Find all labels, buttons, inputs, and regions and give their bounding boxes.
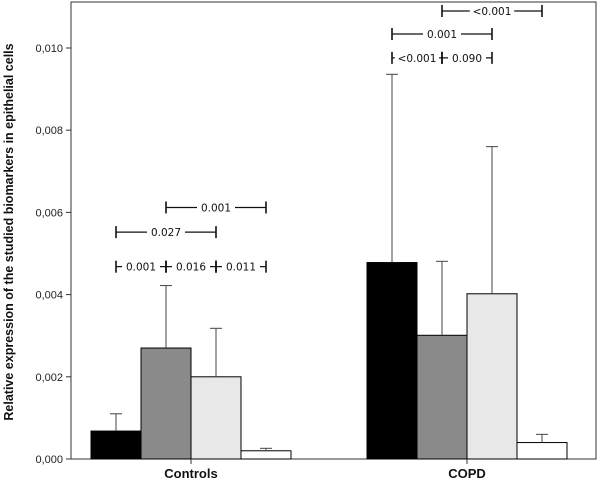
p-value-background <box>423 27 461 42</box>
p-value-label: <0.001 <box>398 53 437 65</box>
p-value-background <box>172 259 210 274</box>
y-tick-label: 0,010 <box>35 43 63 55</box>
y-axis: 0,000 0,002 0,004 0,006 0,008 0,010 <box>35 43 71 466</box>
significance-brackets: 0.001 0.016 0.011 0.027 0.001 <0.001 0.090 0.00… <box>115 4 543 274</box>
y-axis-title: Relative expression of the studied bioma… <box>2 43 16 420</box>
p-value-label: 0.016 <box>176 262 206 274</box>
p-value-label: 0.001 <box>427 29 457 41</box>
significance-bracket: 0.090 <box>441 50 493 65</box>
significance-bracket: 0.016 <box>165 259 217 274</box>
y-tick-label: 0,008 <box>35 125 63 137</box>
bar <box>140 347 192 460</box>
bar <box>190 376 242 460</box>
p-value-background <box>394 50 440 65</box>
significance-bracket: <0.001 <box>441 4 543 19</box>
significance-bracket: 0.001 <box>165 200 267 215</box>
bar <box>516 442 568 460</box>
bar <box>90 430 142 460</box>
x-category-label: Controls <box>164 466 217 481</box>
p-value-label: 0.001 <box>126 262 156 274</box>
p-value-background <box>448 50 486 65</box>
significance-bracket: 0.001 <box>115 259 167 274</box>
y-tick-label: 0,002 <box>35 372 63 384</box>
bar <box>416 334 468 460</box>
p-value-label: <0.001 <box>473 6 512 18</box>
p-value-label: 0.011 <box>226 262 256 274</box>
bar <box>466 293 518 460</box>
p-value-background <box>469 4 515 19</box>
y-tick-label: 0,006 <box>35 207 63 219</box>
p-value-label: 0.001 <box>201 202 231 214</box>
y-tick-label: 0,000 <box>35 454 63 466</box>
x-axis: Controls COPD <box>164 459 486 481</box>
p-value-background <box>197 200 235 215</box>
significance-bracket: <0.001 <box>391 50 443 65</box>
error-bars-layer <box>110 73 548 451</box>
significance-bracket: 0.011 <box>215 259 267 274</box>
p-value-background <box>147 225 185 240</box>
bars-layer <box>90 262 568 460</box>
x-category-label: COPD <box>448 466 486 481</box>
p-value-label: 0.027 <box>151 227 181 239</box>
plot-frame <box>70 1 597 460</box>
p-value-background <box>222 259 260 274</box>
y-tick-label: 0,004 <box>35 290 63 302</box>
p-value-background <box>122 259 160 274</box>
significance-bracket: 0.027 <box>115 225 217 240</box>
significance-bracket: 0.001 <box>391 27 493 42</box>
p-value-label: 0.090 <box>452 53 482 65</box>
bar <box>366 262 418 460</box>
bar <box>240 450 292 460</box>
